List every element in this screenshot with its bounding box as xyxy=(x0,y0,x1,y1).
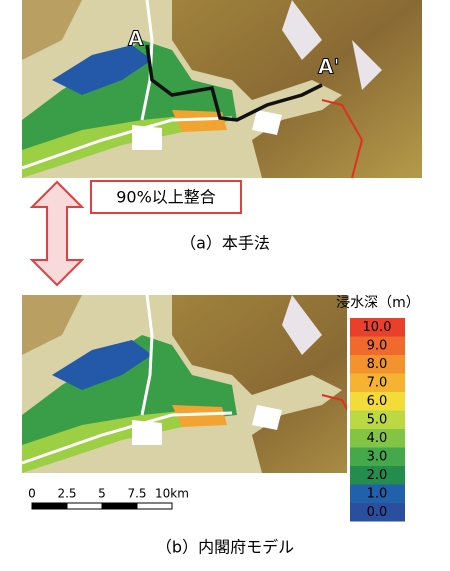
legend-swatch xyxy=(350,466,405,485)
legend-label: 4.0 xyxy=(367,431,388,446)
scale-bar: 0 2.5 5 7.5 10km xyxy=(28,487,189,510)
section-label: A xyxy=(128,27,144,51)
legend-swatch xyxy=(350,429,405,448)
legend: 10.0 9.0 8.0 7.0 6.0 5.0 4.0 3.0 2.0 1.0 0.0 xyxy=(350,318,405,522)
caption: （b）内閣府モデル xyxy=(156,538,294,557)
legend-label: 8.0 xyxy=(367,357,388,372)
legend-swatch xyxy=(350,410,405,429)
legend-swatch xyxy=(350,484,405,503)
legend-swatch xyxy=(350,318,405,337)
legend-label: 10.0 xyxy=(363,320,392,335)
legend-swatch xyxy=(350,373,405,392)
legend-swatch xyxy=(350,447,405,466)
legend-swatch xyxy=(350,392,405,411)
scale-label: 5 xyxy=(98,487,106,501)
legend-label: 0.0 xyxy=(367,505,388,520)
map-a xyxy=(20,0,424,180)
legend-title: 浸水深（m） xyxy=(336,295,420,311)
section-label: A' xyxy=(318,55,340,79)
legend-swatch xyxy=(350,355,405,374)
legend-swatch xyxy=(350,503,405,522)
caption: （a）本手法 xyxy=(180,234,270,253)
scale-label: 7.5 xyxy=(127,487,146,501)
legend-label: 2.0 xyxy=(367,468,388,483)
scale-label: 0 xyxy=(28,487,36,501)
legend-label: 1.0 xyxy=(367,486,388,501)
scale-label: 2.5 xyxy=(57,487,76,501)
legend-swatch xyxy=(350,336,405,355)
legend-label: 3.0 xyxy=(367,449,388,464)
scale-segment xyxy=(31,502,68,510)
scale-segment xyxy=(136,502,173,510)
callout-box xyxy=(90,180,242,214)
legend-label: 6.0 xyxy=(367,394,388,409)
legend-label: 5.0 xyxy=(367,412,388,427)
legend-label: 9.0 xyxy=(367,338,388,353)
legend-label: 7.0 xyxy=(367,375,388,390)
scale-segment xyxy=(101,502,138,510)
scale-label: 10km xyxy=(155,487,189,501)
callout-text: 90%以上整合 xyxy=(116,188,216,207)
double-arrow xyxy=(29,180,85,287)
scale-segment xyxy=(66,502,103,510)
